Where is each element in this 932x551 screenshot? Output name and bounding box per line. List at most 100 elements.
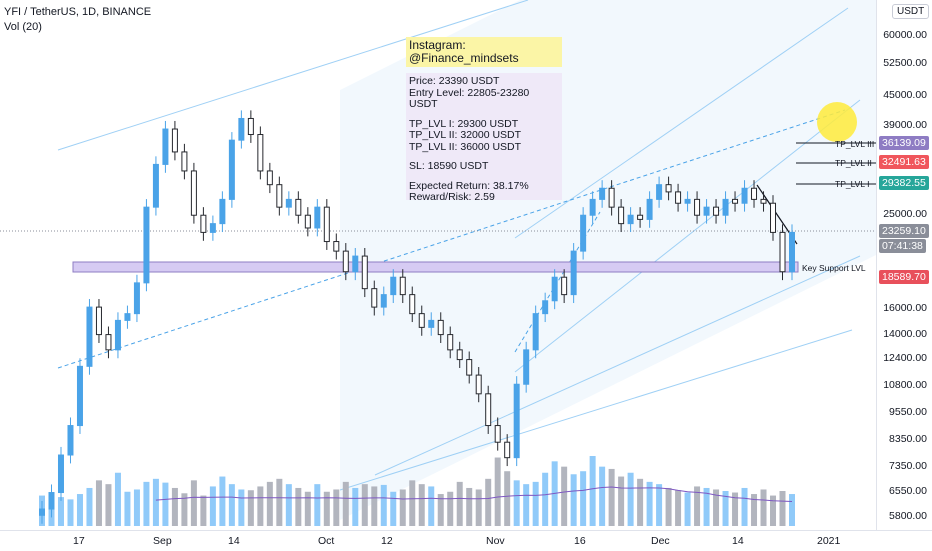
trade-plan-note: Price: 23390 USDT Entry Level: 22805-232… [406, 73, 562, 203]
candle-body [580, 214, 587, 252]
volume-bar [694, 486, 701, 526]
volume-bar [219, 476, 226, 526]
volume-bar [532, 481, 539, 526]
price-tick: 7350.00 [889, 460, 927, 472]
channel-line-3 [514, 99, 861, 373]
candle-body [475, 374, 482, 395]
volume-bar [732, 492, 739, 526]
trade-price: Price: 23390 USDT [409, 75, 500, 87]
candle-body [238, 117, 245, 141]
candle-body [504, 441, 511, 459]
candle-body [67, 425, 74, 456]
candle-body [570, 250, 577, 296]
volume-bar [779, 491, 786, 526]
candle-body [380, 294, 387, 308]
candles [39, 110, 795, 524]
candle-body [314, 206, 321, 229]
tp2-price-badge: 32491.63 [879, 155, 929, 169]
candle-body [760, 198, 767, 204]
price-tick: 12400.00 [883, 352, 927, 364]
chart-title: YFI / TetherUS, 1D, BINANCE [4, 6, 152, 18]
time-tick: Dec [651, 535, 670, 547]
dashed-trend-line [57, 109, 846, 369]
price-axis[interactable]: 60000.00 52500.00 45000.00 39000.00 2500… [876, 0, 932, 530]
channel-lower-line [374, 255, 861, 476]
volume-bar [646, 481, 653, 526]
volume-bar [57, 497, 64, 526]
candle-body [57, 454, 64, 494]
price-tick: 14000.00 [883, 328, 927, 340]
tp-lvl-ii-label: TP_LVL II [835, 158, 872, 168]
trade-tp3: TP_LVL II: 36000 USDT [409, 140, 522, 153]
currency-button[interactable]: USDT [892, 4, 930, 19]
volume-bar [447, 491, 454, 526]
price-tick: 8350.00 [889, 433, 927, 445]
last-price-badge: 23259.10 [879, 224, 929, 238]
candle-body [200, 214, 207, 233]
candle-body [352, 255, 359, 273]
volume-bar [238, 489, 245, 526]
candle-body [133, 282, 140, 315]
candle-body [428, 319, 435, 328]
countdown-badge: 07:41:38 [879, 239, 926, 253]
volume-bar [760, 489, 767, 526]
candle-body [713, 206, 720, 216]
candle-body [646, 198, 653, 220]
candle-body [190, 170, 197, 216]
time-tick: Sep [153, 535, 172, 547]
candle-body [608, 187, 615, 208]
volume-bar [333, 489, 340, 526]
trade-tp2: TP_LVL II: 32000 USDT [409, 129, 522, 141]
volume-bar [342, 481, 349, 526]
candle-body [589, 198, 596, 216]
volume-bar [390, 491, 397, 526]
candle-body [209, 223, 216, 233]
volume-bar [114, 472, 121, 526]
volume-bar [133, 489, 140, 526]
candle-body [447, 334, 454, 351]
candle-body [770, 202, 777, 233]
candle-body [751, 187, 758, 200]
candle-body [342, 250, 349, 273]
volume-bar [304, 491, 311, 526]
time-axis[interactable]: 17 Sep 14 Oct 12 Nov 16 Dec 14 2021 [0, 530, 932, 551]
candle-body [694, 198, 701, 216]
candle-body [266, 170, 273, 186]
volume-bar [637, 478, 644, 526]
time-tick: 17 [73, 535, 85, 547]
volume-bar [656, 484, 663, 526]
time-tick: Nov [486, 535, 505, 547]
candle-body [494, 425, 501, 443]
volume-bars [39, 456, 795, 526]
price-tick: 5800.00 [889, 510, 927, 522]
channel-bottom-line [339, 329, 853, 491]
price-tick: 16000.00 [883, 302, 927, 314]
volume-bar [561, 466, 568, 526]
trade-tp1: TP_LVL I: 29300 USDT [409, 117, 519, 130]
volume-bar [181, 493, 188, 526]
candle-body [466, 359, 473, 376]
candle-body [599, 187, 606, 200]
price-tick: 52500.00 [883, 57, 927, 69]
price-tick: 10800.00 [883, 379, 927, 391]
candle-body [371, 288, 378, 308]
volume-bar [589, 456, 596, 526]
volume-bar [209, 486, 216, 526]
candle-body [76, 365, 83, 427]
price-tick: 60000.00 [883, 29, 927, 41]
key-support-label: Key Support LVL [802, 263, 866, 273]
candle-body [171, 128, 178, 153]
target-circle [817, 102, 857, 142]
candle-body [124, 313, 131, 321]
volume-bar [485, 478, 492, 526]
key-support-zone[interactable] [72, 261, 799, 273]
time-tick: 16 [574, 535, 586, 547]
candle-body [399, 276, 406, 296]
volume-indicator-label[interactable]: Vol (20) [4, 21, 42, 33]
candle-body [532, 313, 539, 351]
instagram-handle: @Finance_mindsets [409, 51, 519, 65]
trade-sl: SL: 18590 USDT [409, 160, 489, 172]
price-tick: 9550.00 [889, 406, 927, 418]
volume-bar [371, 486, 378, 526]
candle-body [637, 214, 644, 220]
